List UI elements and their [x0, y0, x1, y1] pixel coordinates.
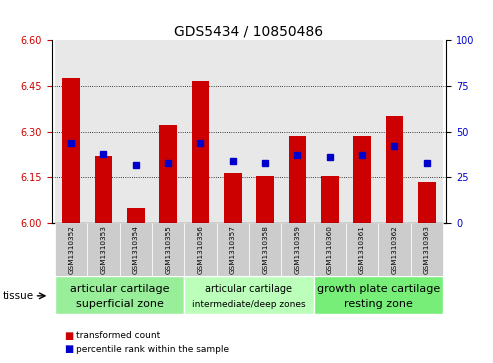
Bar	[127, 208, 145, 223]
Bar	[353, 136, 371, 223]
FancyBboxPatch shape	[120, 223, 152, 276]
Text: intermediate/deep zones: intermediate/deep zones	[192, 300, 306, 309]
Text: articular cartilage: articular cartilage	[70, 284, 170, 294]
Bar	[224, 173, 242, 223]
Text: GSM1310354: GSM1310354	[133, 225, 139, 274]
Text: GSM1310358: GSM1310358	[262, 225, 268, 274]
Text: articular cartilage: articular cartilage	[206, 284, 292, 294]
Text: growth plate cartilage: growth plate cartilage	[317, 284, 440, 294]
FancyBboxPatch shape	[55, 223, 87, 276]
Bar	[282, 40, 314, 223]
Bar	[288, 136, 306, 223]
Bar	[87, 40, 120, 223]
Bar	[159, 126, 177, 223]
Text: GSM1310363: GSM1310363	[424, 225, 430, 274]
Text: ■: ■	[64, 331, 73, 341]
FancyBboxPatch shape	[378, 223, 411, 276]
Bar	[256, 176, 274, 223]
Text: GSM1310360: GSM1310360	[327, 225, 333, 274]
Bar	[95, 156, 112, 223]
Bar	[216, 40, 249, 223]
FancyBboxPatch shape	[216, 223, 249, 276]
FancyBboxPatch shape	[152, 223, 184, 276]
FancyBboxPatch shape	[55, 276, 184, 314]
Title: GDS5434 / 10850486: GDS5434 / 10850486	[175, 25, 323, 39]
Bar	[152, 40, 184, 223]
Text: transformed count: transformed count	[76, 331, 161, 340]
Bar	[120, 40, 152, 223]
Text: resting zone: resting zone	[344, 299, 413, 310]
Text: GSM1310359: GSM1310359	[294, 225, 300, 274]
Text: GSM1310353: GSM1310353	[101, 225, 106, 274]
Text: GSM1310352: GSM1310352	[68, 225, 74, 274]
Bar	[386, 116, 403, 223]
Bar	[192, 81, 210, 223]
Text: superficial zone: superficial zone	[76, 299, 164, 310]
Text: ■: ■	[64, 344, 73, 354]
Text: GSM1310357: GSM1310357	[230, 225, 236, 274]
Text: tissue: tissue	[2, 291, 34, 301]
Text: GSM1310361: GSM1310361	[359, 225, 365, 274]
FancyBboxPatch shape	[184, 276, 314, 314]
Bar	[184, 40, 216, 223]
Bar	[411, 40, 443, 223]
Bar	[418, 182, 436, 223]
FancyBboxPatch shape	[184, 223, 216, 276]
FancyBboxPatch shape	[87, 223, 120, 276]
Text: GSM1310356: GSM1310356	[198, 225, 204, 274]
FancyBboxPatch shape	[346, 223, 378, 276]
Bar	[62, 78, 80, 223]
FancyBboxPatch shape	[282, 223, 314, 276]
Bar	[249, 40, 282, 223]
Text: GSM1310355: GSM1310355	[165, 225, 171, 274]
Bar	[321, 176, 339, 223]
FancyBboxPatch shape	[314, 276, 443, 314]
Bar	[378, 40, 411, 223]
Bar	[55, 40, 87, 223]
Text: percentile rank within the sample: percentile rank within the sample	[76, 345, 230, 354]
FancyBboxPatch shape	[411, 223, 443, 276]
FancyBboxPatch shape	[314, 223, 346, 276]
FancyBboxPatch shape	[249, 223, 282, 276]
Bar	[314, 40, 346, 223]
Bar	[346, 40, 378, 223]
Text: GSM1310362: GSM1310362	[391, 225, 397, 274]
